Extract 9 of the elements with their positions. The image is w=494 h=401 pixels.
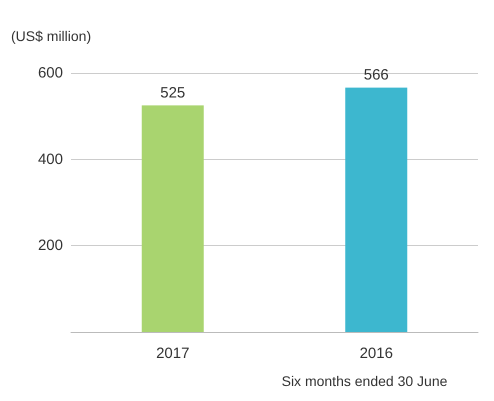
y-tick-label: 400 (38, 150, 63, 168)
y-tick-label: 600 (38, 64, 63, 82)
y-axis-title: (US$ million) (11, 28, 92, 44)
x-axis-title: Six months ended 30 June (282, 373, 448, 389)
x-tick-label: 2017 (156, 345, 190, 362)
data-label: 566 (364, 66, 389, 84)
x-tick-label: 2016 (360, 345, 393, 362)
y-tick-label: 200 (38, 237, 63, 254)
data-label: 525 (160, 84, 186, 102)
